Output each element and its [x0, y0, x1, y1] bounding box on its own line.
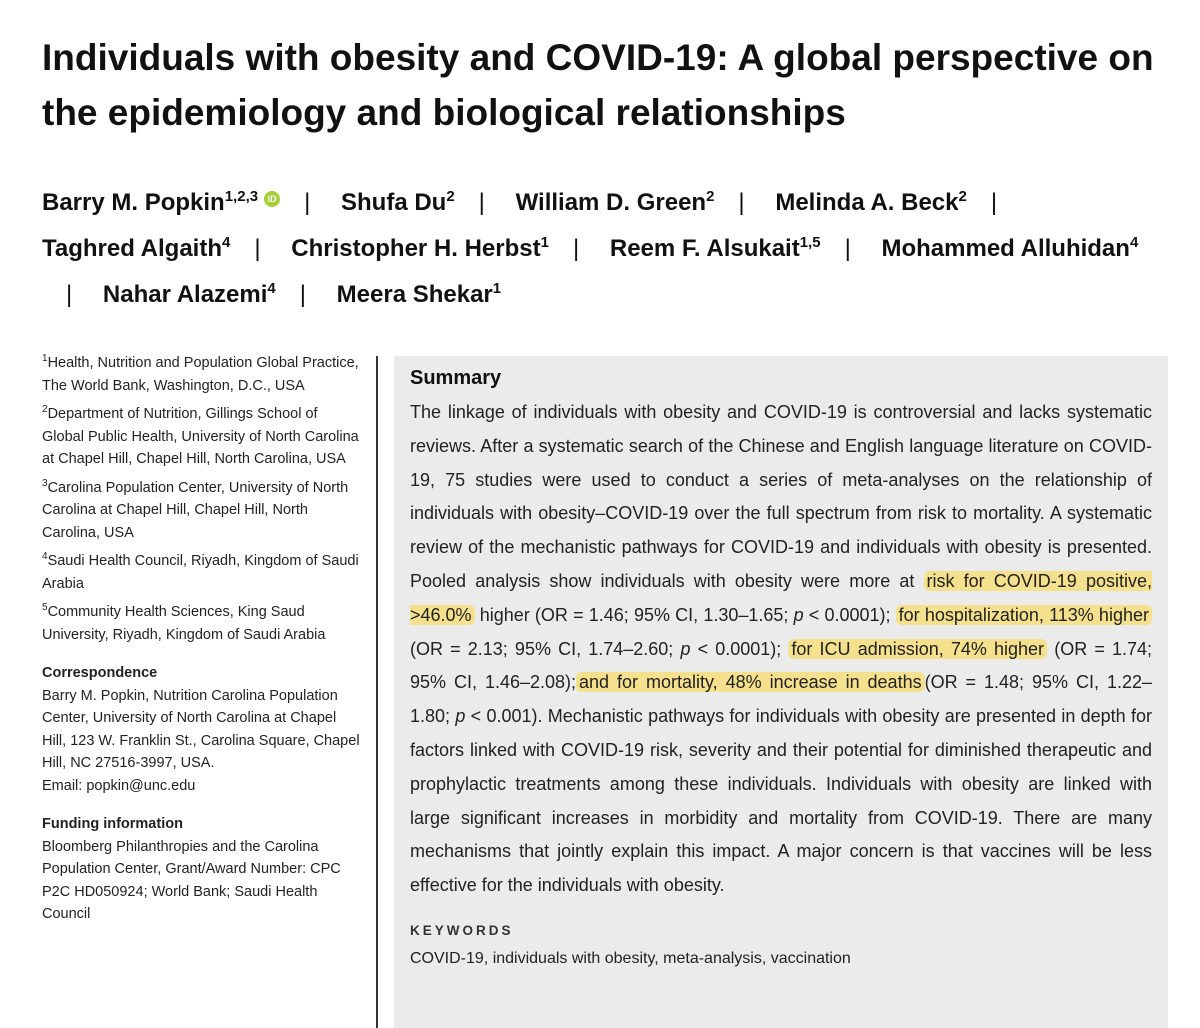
keywords-text: COVID-19, individuals with obesity, meta… — [410, 949, 851, 967]
highlight: for hospitalization, 113% higher — [895, 604, 1152, 625]
article-title: Individuals with obesity and COVID-19: A… — [42, 37, 1154, 133]
author-separator: | — [66, 281, 73, 308]
summary-text: The linkage of individuals with obesity … — [410, 402, 1152, 896]
orcid-icon[interactable]: iD — [264, 191, 281, 207]
author-list: Barry M. Popkin1,2,3 iD | Shufa Du2 | Willi… — [42, 180, 1172, 318]
correspondence-text: Barry M. Popkin, Nutrition Carolina Popu… — [42, 687, 360, 772]
affiliation: 1Health, Nutrition and Population Global… — [42, 353, 359, 394]
highlight: and for mortality, 48% increase in death… — [576, 672, 925, 693]
column-divider — [376, 356, 378, 1028]
author[interactable]: Nahar Alazemi4 — [102, 280, 276, 308]
summary-heading: Summary — [410, 367, 502, 389]
author-separator: | — [844, 235, 851, 262]
author[interactable]: Mohammed Alluhidan4 — [881, 234, 1139, 262]
author-separator: | — [254, 235, 261, 262]
author[interactable]: William D. Green2 — [515, 188, 715, 216]
highlight: for ICU admission, 74% higher — [788, 638, 1048, 659]
author[interactable]: Barry M. Popkin1,2,3 iD — [42, 189, 281, 216]
sidebar: 1Health, Nutrition and Population Global… — [42, 352, 362, 926]
author[interactable]: Melinda A. Beck2 — [775, 188, 967, 216]
funding-text: Bloomberg Philanthropies and the Carolin… — [42, 838, 341, 923]
correspondence-email[interactable]: Email: popkin@unc.edu — [42, 777, 196, 794]
keywords-heading: KEYWORDS — [410, 922, 514, 938]
affiliation: 2Department of Nutrition, Gillings Schoo… — [42, 404, 359, 467]
author-separator: | — [738, 189, 745, 216]
author-separator: | — [572, 235, 580, 262]
author-separator: | — [478, 189, 485, 216]
author-separator: | — [299, 281, 306, 308]
author-separator: | — [990, 189, 998, 216]
author[interactable]: Taghred Algaith4 — [42, 234, 231, 262]
author-separator: | — [304, 189, 311, 216]
affiliation: 5Community Health Sciences, King Saud Un… — [42, 602, 326, 643]
affiliation: 3Carolina Population Center, University … — [42, 477, 349, 541]
affiliation: 4Saudi Health Council, Riyadh, Kingdom o… — [42, 551, 359, 592]
funding-heading: Funding information — [42, 816, 183, 832]
author[interactable]: Shufa Du2 — [341, 188, 455, 216]
author[interactable]: Christopher H. Herbst1 — [291, 234, 549, 262]
author[interactable]: Reem F. Alsukait1,5 — [609, 234, 821, 262]
author[interactable]: Meera Shekar1 — [336, 280, 502, 308]
correspondence-heading: Correspondence — [42, 665, 158, 681]
abstract-box: Summary The linkage of individuals with … — [394, 356, 1168, 1028]
